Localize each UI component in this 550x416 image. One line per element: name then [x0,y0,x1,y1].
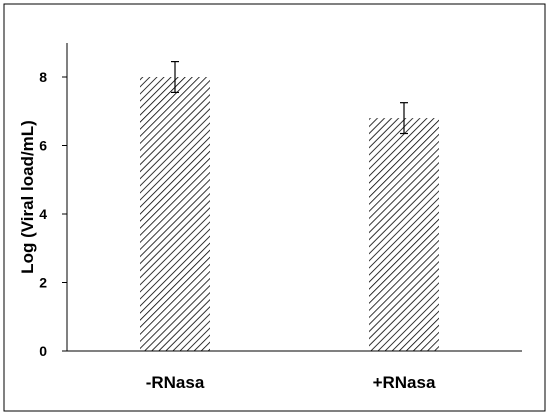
bar-0 [140,77,210,351]
y-tick-label-0: 0 [39,343,47,359]
plot-area: -RNasa +RNasa 0 2 4 6 8 [39,43,522,392]
y-tick-label-4: 8 [39,69,47,85]
y-tick-label-1: 2 [39,275,47,291]
y-tick-label-3: 6 [39,138,47,154]
y-tick-label-2: 4 [39,206,47,222]
bar-1 [369,118,439,351]
category-label-0: -RNasa [146,373,205,392]
chart-frame [3,3,546,412]
category-label-1: +RNasa [373,373,436,392]
y-axis-title: Log (Viral load/mL) [18,120,37,274]
